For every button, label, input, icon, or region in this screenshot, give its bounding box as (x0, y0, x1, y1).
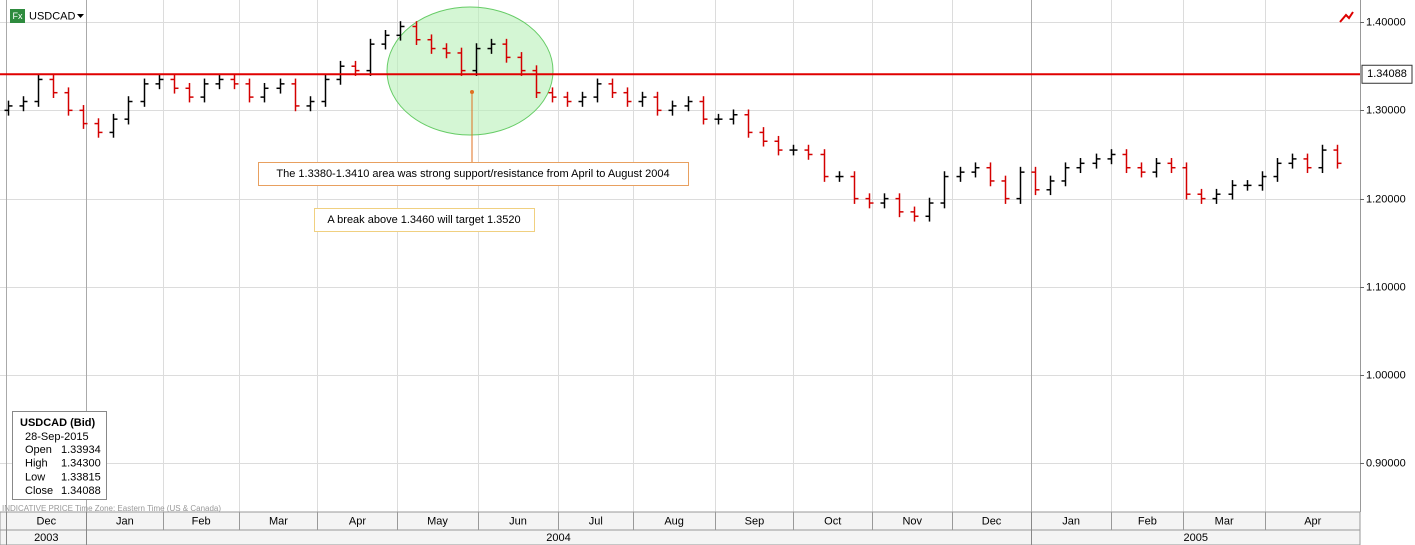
annotation-dot (470, 90, 474, 94)
year-label: 2003 (34, 532, 58, 544)
info-box (12, 411, 107, 500)
x-tick-label: May (427, 515, 448, 527)
x-tick-label: Jan (1062, 515, 1080, 527)
x-tick-label: Feb (192, 515, 211, 527)
fx-icon[interactable] (10, 9, 25, 23)
info-value: 1.33815 (61, 471, 101, 483)
x-tick-label: Jul (589, 515, 603, 527)
info-value: 1.34300 (61, 458, 101, 470)
y-tick-label: 1.40000 (1366, 16, 1406, 28)
x-tick-label: Apr (1304, 515, 1321, 527)
x-tick-label: Oct (824, 515, 841, 527)
annotation-box (314, 208, 535, 232)
y-tick-label: 1.00000 (1366, 369, 1406, 381)
info-value: 1.34088 (61, 485, 101, 497)
level-label-box (1361, 64, 1413, 84)
x-tick-label: Jun (509, 515, 527, 527)
x-tick-label: Jan (116, 515, 134, 527)
x-tick-label: Mar (269, 515, 288, 527)
x-tick-label: Dec (37, 515, 57, 527)
annotation-box (258, 162, 689, 186)
fx-icon-label: Fx (13, 11, 23, 21)
level-label: 1.34088 (1367, 68, 1407, 80)
annotation-text: A break above 1.3460 will target 1.3520 (327, 214, 520, 226)
trend-icon[interactable] (1339, 11, 1354, 23)
x-tick-label: Nov (902, 515, 922, 527)
x-tick-label: Dec (982, 515, 1002, 527)
grid (0, 0, 1360, 512)
x-tick-label: Aug (664, 515, 684, 527)
x-tick-label: Feb (1138, 515, 1157, 527)
symbol-dropdown[interactable] (77, 14, 84, 18)
info-label: Open (25, 444, 52, 456)
annotation-text: The 1.3380-1.3410 area was strong suppor… (276, 168, 669, 180)
year-label: 2005 (1184, 532, 1208, 544)
year-label: 2004 (546, 532, 570, 544)
x-tick-label: Mar (1215, 515, 1234, 527)
info-value: 1.33934 (61, 444, 101, 456)
x-tick-label: Apr (349, 515, 366, 527)
info-label: Low (25, 471, 45, 483)
info-label: High (25, 458, 48, 470)
info-title: USDCAD (Bid) (20, 417, 95, 429)
footer: INDICATIVE PRICE Time Zone: Eastern Time… (2, 504, 221, 513)
y-tick-label: 1.20000 (1366, 193, 1406, 205)
bars (0, 21, 1360, 222)
x-axis-band (0, 511, 1361, 545)
y-tick-label: 1.30000 (1366, 104, 1406, 116)
symbol[interactable]: USDCAD (29, 10, 76, 22)
info-date: 28-Sep-2015 (25, 431, 89, 443)
y-tick-label: 0.90000 (1366, 457, 1406, 469)
highlight-ellipse (386, 6, 554, 136)
y-tick-label: 1.10000 (1366, 281, 1406, 293)
info-label: Close (25, 485, 53, 497)
x-tick-label: Sep (745, 515, 765, 527)
info-rows: Open 1.33934 High 1.34300 Low 1.33815 Close 1.3… (25, 444, 101, 497)
